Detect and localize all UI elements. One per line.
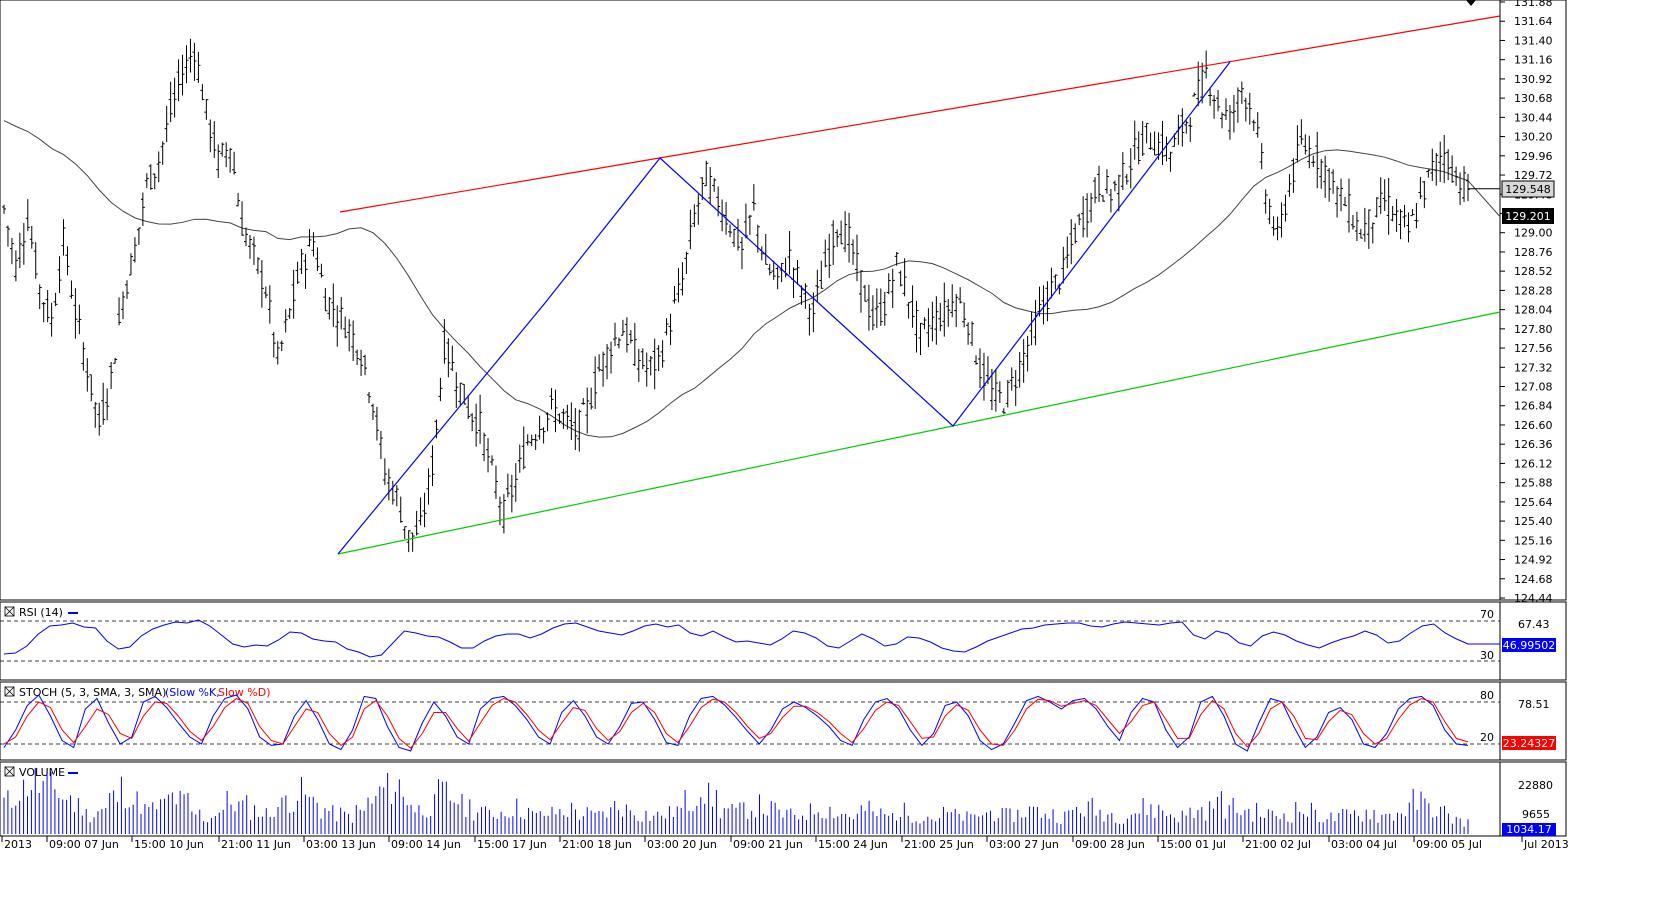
price-tick-label: 128.52 (1514, 265, 1553, 278)
stoch-level-80: 80 (1480, 689, 1494, 702)
price-tick-label: 126.84 (1514, 400, 1553, 413)
time-tick-label: 03:00 27 Jun (989, 838, 1059, 851)
price-tick-label: 127.32 (1514, 361, 1553, 374)
stoch-tick-78: 78.51 (1518, 698, 1550, 711)
time-tick-label: 21:00 18 Jun (562, 838, 632, 851)
price-tick-label: 125.64 (1514, 496, 1553, 509)
rsi-value-label: 46.99502 (1503, 639, 1556, 652)
price-tick-label: 130.68 (1514, 92, 1553, 105)
stoch-legend-d: Slow %D) (218, 686, 270, 699)
time-tick-label: 21:00 25 Jun (904, 838, 974, 851)
volume-value-label: 1034.17 (1506, 823, 1552, 836)
price-pane: 124.44124.68124.92125.16125.40125.64125.… (0, 0, 1567, 605)
time-tick-label: 15:00 17 Jun (477, 838, 547, 851)
price-tick-label: 125.40 (1514, 515, 1553, 528)
price-tick-label: 125.16 (1514, 534, 1553, 547)
time-tick-label: 03:00 04 Jul (1331, 838, 1397, 851)
price-tick-label: 127.56 (1514, 342, 1553, 355)
time-tick-label: 15:00 24 Jun (818, 838, 888, 851)
stoch-lines (3, 694, 1469, 752)
stoch-value-box (1502, 736, 1556, 750)
rsi-pane: RSI (14) 70 30 67.43 46.99502 (0, 601, 1567, 681)
zigzag-line (337, 61, 1231, 555)
price-tick-label: 128.04 (1514, 304, 1553, 317)
ma-price-label: 129.201 (1505, 210, 1551, 223)
rsi-tick-67: 67.43 (1518, 618, 1550, 631)
price-tick-label: 131.88 (1514, 0, 1553, 9)
price-tick-label: 130.20 (1514, 131, 1553, 144)
time-tick-label: Jul 2013 (1523, 838, 1569, 851)
price-tick-label: 129.00 (1514, 227, 1553, 240)
stoch-d-polyline (3, 697, 1469, 749)
time-tick-label: 21:00 11 Jun (221, 838, 291, 851)
time-tick-label: 09:00 05 Jul (1416, 838, 1482, 851)
rsi-polyline (3, 619, 1501, 658)
time-tick-label: 15:00 10 Jun (134, 838, 204, 851)
price-tick-label: 126.12 (1514, 457, 1553, 470)
price-axis: 124.44124.68124.92125.16125.40125.64125.… (1500, 0, 1553, 605)
last-price-label: 129.548 (1505, 183, 1551, 196)
volume-pane: VOLUME 22880 9655 1034.17 (0, 761, 1567, 837)
price-tick-label: 131.40 (1514, 34, 1553, 47)
volume-title: VOLUME (19, 766, 65, 779)
rsi-level-30: 30 (1480, 649, 1494, 662)
rsi-level-70: 70 (1480, 608, 1494, 621)
time-tick-label: 09:00 14 Jun (391, 838, 461, 851)
time-tick-label: 03:00 13 Jun (306, 838, 376, 851)
rsi-title: RSI (14) (19, 606, 63, 619)
price-tick-label: 128.76 (1514, 246, 1553, 259)
time-tick-label: 09:00 07 Jun (49, 838, 119, 851)
last-price-box (1501, 180, 1555, 198)
price-tick-label: 127.80 (1514, 323, 1553, 336)
price-tick-label: 131.16 (1514, 54, 1553, 67)
time-tick-label: 15:00 01 Jul (1160, 838, 1226, 851)
price-tick-label: 126.36 (1514, 438, 1553, 451)
rsi-value-box (1502, 638, 1556, 652)
stoch-title: STOCH (5, 3, SMA, 3, SMA) (19, 686, 166, 699)
stoch-level-20: 20 (1480, 731, 1494, 744)
stoch-legend-k: (Slow %K, (165, 686, 220, 699)
price-tick-label: 128.28 (1514, 284, 1553, 297)
volume-value-box (1502, 823, 1556, 836)
time-tick-label: 2013 (4, 838, 32, 851)
price-tick-label: 127.08 (1514, 381, 1553, 394)
volume-tick-22880: 22880 (1518, 779, 1553, 792)
volume-bars (3, 767, 1469, 834)
ma-price-box (1502, 208, 1554, 224)
stoch-k-polyline (3, 694, 1469, 752)
price-tick-label: 130.92 (1514, 73, 1553, 86)
time-tick-label: 03:00 20 Jun (647, 838, 717, 851)
price-tick-label: 124.68 (1514, 573, 1553, 586)
ma-polyline (3, 120, 1501, 438)
price-tick-label: 131.64 (1514, 15, 1553, 28)
price-tick-label: 130.44 (1514, 111, 1553, 124)
volume-tick-9655: 9655 (1522, 808, 1550, 821)
price-tick-label: 125.88 (1514, 477, 1553, 490)
price-tick-label: 129.72 (1514, 169, 1553, 182)
time-axis: 2013 09:00 07 Jun 15:00 10 Jun 21:00 11 Jun… (1, 836, 1569, 851)
stochastic-pane: STOCH (5, 3, SMA, 3, SMA) (Slow %K, Slow… (0, 681, 1567, 761)
rsi-pane-border (0, 601, 1567, 681)
price-tick-label: 126.60 (1514, 419, 1553, 432)
stoch-value-label: 23.24327 (1503, 737, 1556, 750)
price-tick-label: 129.96 (1514, 150, 1553, 163)
time-tick-label: 09:00 28 Jun (1075, 838, 1145, 851)
rsi-line (3, 619, 1501, 658)
price-pane-border (0, 0, 1567, 601)
time-tick-label: 09:00 21 Jun (733, 838, 803, 851)
price-tick-label: 124.92 (1514, 554, 1553, 567)
lower-channel-trendline (337, 311, 1501, 555)
scroll-marker-icon[interactable] (1466, 0, 1476, 6)
moving-average-line (3, 120, 1501, 438)
upper-channel-trendline (339, 15, 1501, 213)
time-tick-label: 21:00 02 Jul (1245, 838, 1311, 851)
